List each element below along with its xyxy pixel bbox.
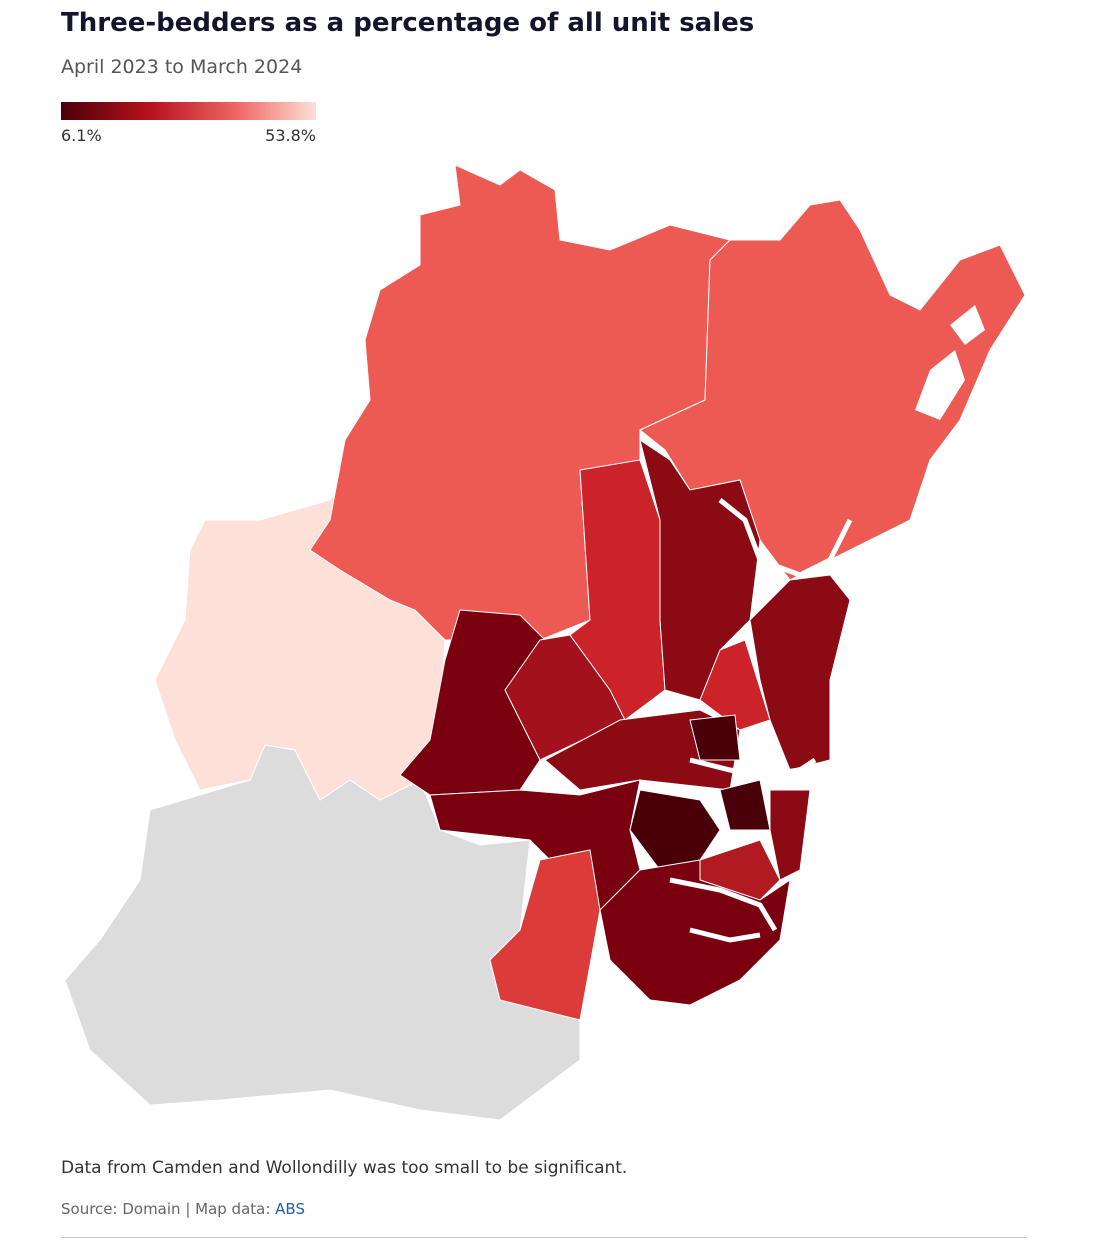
- legend-gradient: [61, 102, 316, 120]
- source-link[interactable]: ABS: [275, 1200, 305, 1218]
- region: [639, 199, 1026, 581]
- region: [769, 789, 811, 881]
- source: Source: Domain | Map data: ABS: [61, 1200, 305, 1218]
- waterway: [689, 757, 817, 778]
- region: [489, 849, 601, 1021]
- legend-max-label: 53.8%: [265, 126, 316, 145]
- footnote: Data from Camden and Wollondilly was too…: [61, 1158, 628, 1178]
- subtitle: April 2023 to March 2024: [61, 56, 303, 78]
- waterway: [689, 927, 761, 943]
- region: [544, 709, 741, 791]
- region: [569, 459, 666, 721]
- divider: [61, 1237, 1027, 1238]
- source-text: Source: Domain | Map data:: [61, 1200, 276, 1218]
- title: Three-bedders as a percentage of all uni…: [61, 8, 755, 38]
- waterway: [669, 877, 778, 932]
- map: [64, 164, 1026, 1121]
- legend-min-label: 6.1%: [61, 126, 102, 145]
- region: [689, 714, 741, 761]
- region: [749, 574, 851, 771]
- waterway: [915, 350, 965, 420]
- waterway: [950, 305, 985, 345]
- waterway: [718, 498, 853, 578]
